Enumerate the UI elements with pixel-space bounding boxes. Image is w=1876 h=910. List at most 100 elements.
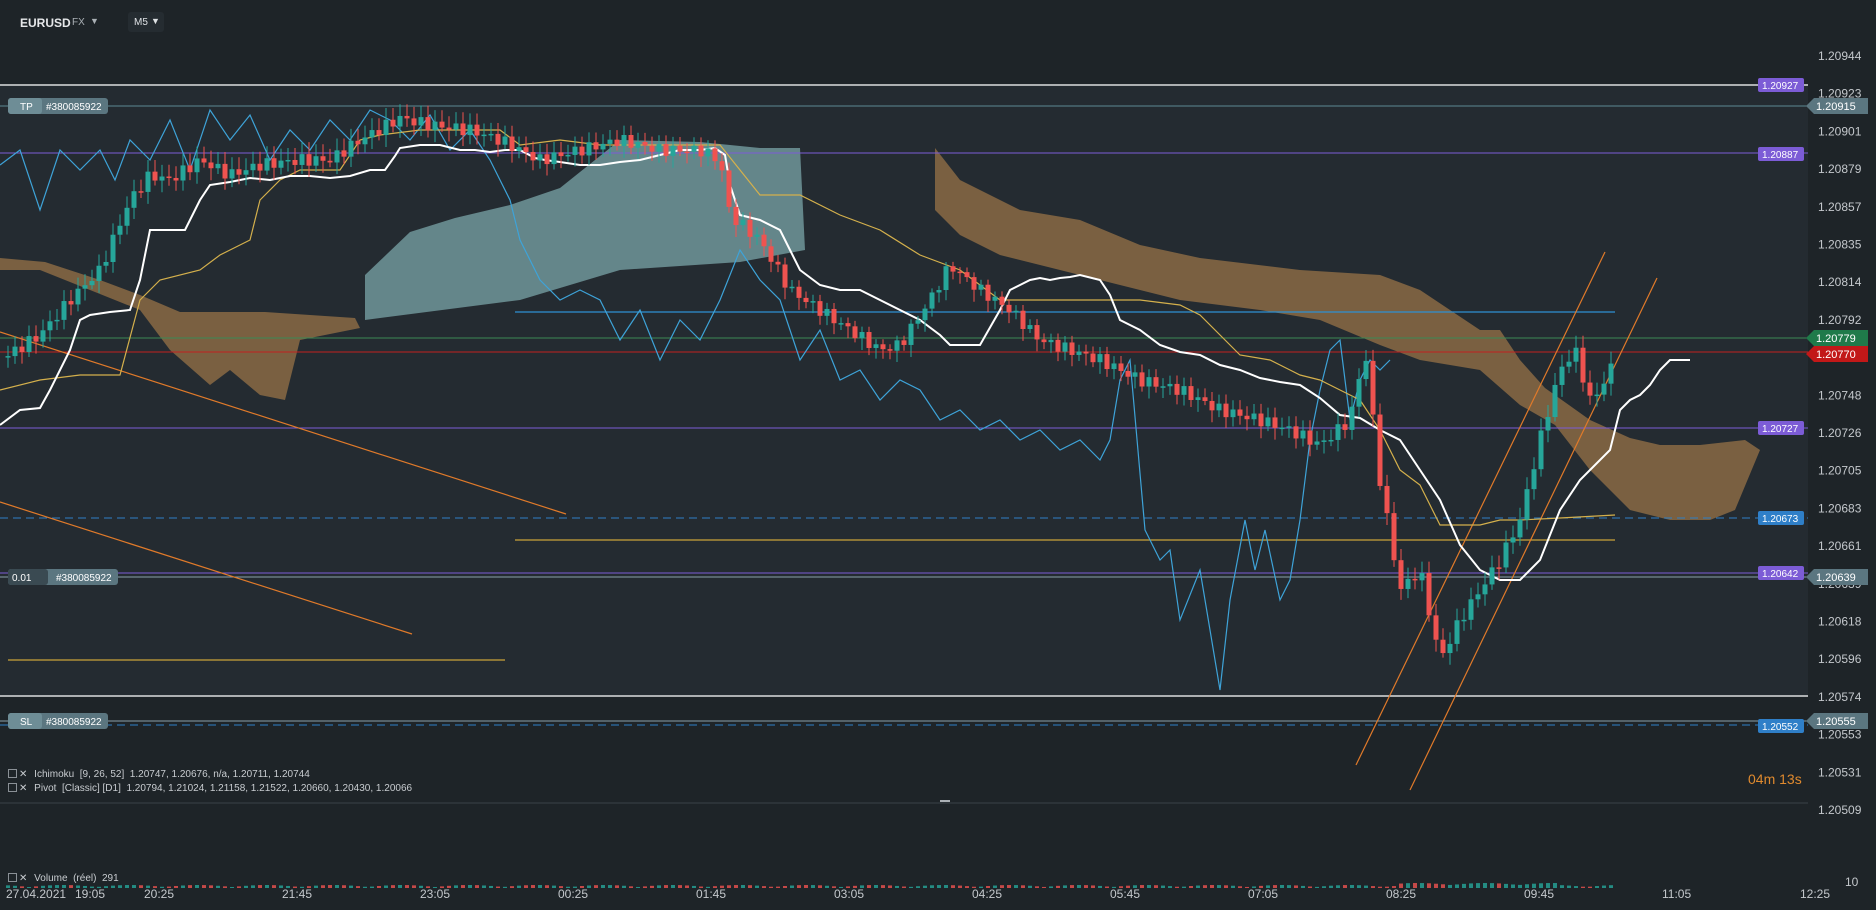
ichimoku-legend[interactable]: ✕ Ichimoku [9, 26, 52] 1.20747, 1.20676,… xyxy=(8,769,310,780)
volume-bar xyxy=(1574,886,1578,888)
candle-body xyxy=(1433,615,1439,640)
volume-bar xyxy=(34,886,38,888)
time-axis-tick: 01:45 xyxy=(696,887,726,901)
candle-body xyxy=(1223,403,1229,418)
candle-body xyxy=(663,144,669,156)
price-axis-tick: 1.20814 xyxy=(1818,275,1862,289)
volume-bar xyxy=(545,885,549,888)
candle-body xyxy=(1370,360,1376,415)
trendline-1[interactable] xyxy=(0,331,567,515)
time-axis-tick: 20:25 xyxy=(144,887,174,901)
svg-text:1.20673: 1.20673 xyxy=(1762,514,1799,525)
candle-body xyxy=(817,301,823,316)
pane-resize-handle[interactable] xyxy=(940,800,950,802)
kijun-sen-line[interactable] xyxy=(0,144,1690,581)
candle-body xyxy=(229,169,235,179)
candle-body xyxy=(26,336,32,353)
candle-body xyxy=(1279,427,1285,430)
timeframe-dropdown[interactable]: M5 ▼ xyxy=(128,12,164,32)
svg-text:1.20642: 1.20642 xyxy=(1762,569,1799,580)
candle-body xyxy=(1566,361,1572,367)
candle-body xyxy=(614,139,620,146)
volume-bar xyxy=(230,886,234,888)
volume-bar xyxy=(258,885,262,888)
candle-body xyxy=(1062,342,1068,352)
volume-bar xyxy=(650,885,654,888)
sl-price-tag[interactable]: 1.20555 xyxy=(1806,713,1868,729)
market-label[interactable]: FX xyxy=(72,17,85,28)
volume-bar xyxy=(895,885,899,888)
entry-order-label[interactable]: 0.01 #380085922 xyxy=(8,569,118,585)
volume-bar xyxy=(608,885,612,888)
sl-order-label[interactable]: SL #380085922 xyxy=(8,713,108,729)
candle-body xyxy=(992,296,998,301)
candle-body xyxy=(1258,413,1264,427)
volume-bar xyxy=(118,885,122,888)
volume-bar xyxy=(874,885,878,888)
entry-price-tag[interactable]: 1.20639 xyxy=(1806,569,1868,585)
candle-body xyxy=(208,162,214,169)
candle-body xyxy=(411,118,417,126)
candle-body xyxy=(894,340,900,351)
candle-body xyxy=(789,286,795,289)
time-axis-tick: 00:25 xyxy=(558,887,588,901)
candle-body xyxy=(1307,430,1313,445)
candle-body xyxy=(1181,386,1187,395)
channel-line-1[interactable] xyxy=(1355,251,1606,766)
volume-bar xyxy=(1154,885,1158,888)
candle-body xyxy=(1328,439,1334,442)
close-icon[interactable]: ✕ xyxy=(19,783,28,794)
candle-body xyxy=(978,284,984,290)
pivot-legend[interactable]: ✕ Pivot [Classic] [D1] 1.20794, 1.21024,… xyxy=(8,783,412,794)
channel-line-2[interactable] xyxy=(1409,277,1658,791)
tp-price-tag[interactable]: 1.20915 xyxy=(1806,98,1868,114)
candle-body xyxy=(54,319,60,322)
volume-legend[interactable]: ✕ Volume (réel) 291 xyxy=(8,873,119,884)
candle-body xyxy=(1475,594,1481,600)
volume-bar xyxy=(237,886,241,888)
candle-body xyxy=(502,136,508,145)
volume-bar xyxy=(167,886,171,888)
volume-bar xyxy=(643,886,647,888)
trendline-2[interactable] xyxy=(0,501,413,635)
volume-bar xyxy=(1434,883,1438,888)
chikou-span-line xyxy=(0,108,1391,691)
settings-icon[interactable] xyxy=(8,873,17,882)
time-axis[interactable]: 27.04.2021 19:05 20:25 21:45 23:05 00:25 01:4… xyxy=(6,887,1830,901)
volume-bar xyxy=(1553,883,1557,888)
volume-bar xyxy=(1399,883,1403,888)
volume-bar xyxy=(657,885,661,888)
volume-bar xyxy=(1042,886,1046,888)
time-axis-tick: 09:45 xyxy=(1524,887,1554,901)
candle-body xyxy=(1440,639,1446,654)
volume-bar xyxy=(1287,885,1291,888)
candle-body xyxy=(1125,370,1131,377)
price-axis-tick: 1.20835 xyxy=(1818,238,1862,252)
volume-bar xyxy=(41,885,45,888)
volume-bar xyxy=(1252,886,1256,888)
settings-icon[interactable] xyxy=(8,769,17,778)
volume-bar xyxy=(1511,884,1515,888)
candlestick-series[interactable] xyxy=(5,104,1614,665)
price-axis[interactable]: 1.20944 1.20923 1.20901 1.20879 1.20857 1.208… xyxy=(1818,49,1862,817)
candle-body xyxy=(831,308,837,324)
volume-bar xyxy=(1602,885,1606,888)
candle-body xyxy=(544,154,550,165)
tp-order-label[interactable]: TP #380085922 xyxy=(8,98,108,114)
chevron-down-icon[interactable]: ▼ xyxy=(90,16,99,26)
volume-bar xyxy=(370,886,374,888)
candle-body xyxy=(117,225,123,235)
settings-icon[interactable] xyxy=(8,783,17,792)
close-icon[interactable]: ✕ xyxy=(19,769,28,780)
volume-bars xyxy=(6,883,1613,888)
symbol-label[interactable]: EURUSD xyxy=(20,16,71,30)
volume-bar xyxy=(713,886,717,888)
candle-body xyxy=(1482,584,1488,595)
close-icon[interactable]: ✕ xyxy=(19,873,28,884)
candle-body xyxy=(1391,513,1397,561)
volume-bar xyxy=(825,885,829,888)
volume-bar xyxy=(1413,883,1417,888)
volume-bar xyxy=(811,885,815,888)
candle-body xyxy=(1069,342,1075,355)
